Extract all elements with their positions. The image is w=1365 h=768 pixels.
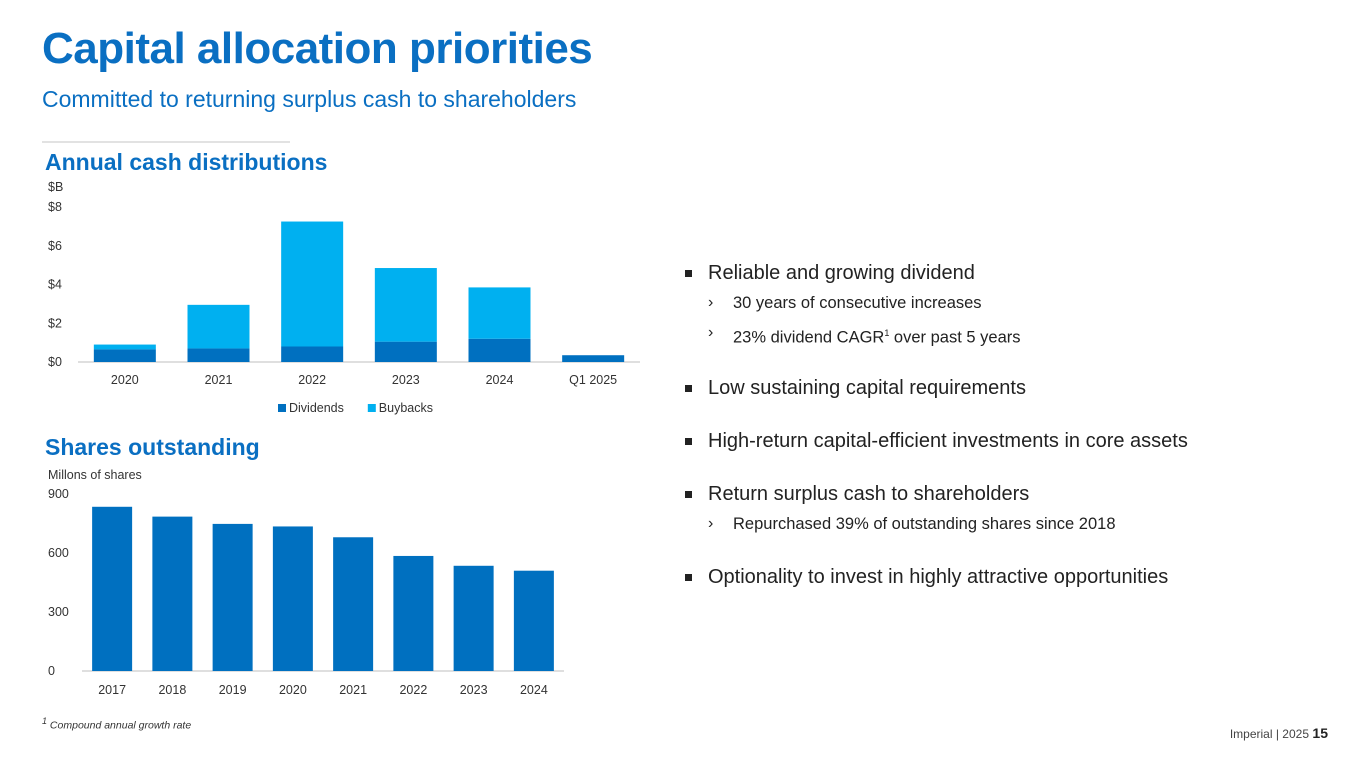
footnote-marker: 1 — [884, 328, 890, 338]
bullet-investments: High-return capital-efficient investment… — [683, 426, 1323, 456]
sub-bullet-cagr: › 23% dividend CAGR1 over past 5 years — [683, 318, 1323, 353]
bullet-return-cash: Return surplus cash to shareholders — [683, 479, 1323, 509]
bar-shares — [212, 523, 253, 671]
bar-shares — [152, 516, 193, 671]
page-number: 15 — [1312, 725, 1328, 741]
bar-dividends — [562, 355, 625, 362]
y-tick-label: $4 — [48, 278, 62, 292]
priorities-list: Reliable and growing dividend › 30 years… — [683, 258, 1323, 592]
cash-chart-unit: $B — [48, 180, 64, 194]
bar-buybacks — [93, 344, 156, 350]
bar-dividends — [468, 338, 531, 362]
y-tick-label: $2 — [48, 316, 62, 330]
bar-shares — [272, 526, 313, 671]
bar-dividends — [93, 349, 156, 362]
bullet-sustaining-capital: Low sustaining capital requirements — [683, 373, 1323, 403]
footnote: 1 Compound annual growth rate — [42, 716, 192, 732]
x-tick-label: Q1 2025 — [569, 373, 617, 387]
y-tick-label: 900 — [48, 487, 69, 501]
square-bullet-icon — [685, 270, 692, 277]
bar-buybacks — [374, 268, 437, 342]
bar-shares — [453, 565, 494, 671]
x-tick-label: 2017 — [98, 683, 126, 697]
cash-distributions-chart: $0 $2 $4 $6 $8 2020 2021 2022 2023 2024 Q1 2025 Div… — [48, 200, 640, 415]
footer-text: Imperial | 2025 — [1229, 727, 1309, 741]
sub-bullet-repurchased: › Repurchased 39% of outstanding shares … — [683, 509, 1323, 539]
square-bullet-icon — [685, 437, 692, 445]
square-bullet-icon — [685, 490, 692, 498]
y-tick-label: $6 — [48, 239, 62, 253]
legend-label-dividends: Dividends — [289, 401, 344, 415]
square-bullet-icon — [685, 384, 692, 392]
y-tick-label: 600 — [48, 546, 69, 560]
bar-dividends — [187, 348, 250, 362]
legend-swatch-buybacks — [367, 404, 376, 412]
chevron-right-icon: › — [708, 324, 714, 341]
x-tick-label: 2022 — [298, 373, 326, 387]
bar-shares — [92, 506, 133, 671]
bar-shares — [393, 555, 434, 671]
bar-buybacks — [187, 304, 250, 349]
bullet-optionality: Optionality to invest in highly attracti… — [683, 562, 1323, 592]
bar-dividends — [281, 346, 344, 362]
bar-shares — [333, 537, 374, 671]
shares-chart-unit: Millons of shares — [48, 468, 142, 482]
bar-dividends — [374, 341, 437, 362]
x-tick-label: 2021 — [205, 373, 233, 387]
bar-buybacks — [468, 287, 531, 339]
chevron-right-icon: › — [708, 514, 714, 532]
x-tick-label: 2023 — [392, 373, 420, 387]
x-tick-label: 2020 — [279, 683, 307, 697]
chevron-right-icon: › — [708, 294, 714, 311]
title-divider — [42, 141, 290, 143]
page-subtitle: Committed to returning surplus cash to s… — [42, 86, 577, 112]
page-title: Capital allocation priorities — [42, 24, 593, 73]
shares-chart-title: Shares outstanding — [45, 434, 260, 460]
y-tick-label: $0 — [48, 355, 62, 369]
legend-swatch-dividends — [278, 404, 286, 412]
x-tick-label: 2020 — [111, 373, 139, 387]
x-tick-label: 2022 — [399, 683, 427, 697]
x-tick-label: 2024 — [520, 683, 548, 697]
bar-buybacks — [281, 221, 344, 347]
x-tick-label: 2019 — [219, 683, 247, 697]
square-bullet-icon — [685, 573, 692, 581]
sub-bullet-increases: › 30 years of consecutive increases — [683, 288, 1323, 318]
legend-label-buybacks: Buybacks — [379, 401, 433, 415]
bullet-dividend: Reliable and growing dividend — [683, 258, 1323, 288]
bar-shares — [513, 570, 554, 671]
x-tick-label: 2024 — [486, 373, 514, 387]
y-tick-label: $8 — [48, 200, 62, 214]
cash-chart-title: Annual cash distributions — [45, 149, 328, 175]
x-tick-label: 2018 — [158, 683, 186, 697]
shares-outstanding-chart: 0 300 600 900 2017 2018 2019 2020 2021 2022 2023 20… — [48, 487, 564, 697]
y-tick-label: 0 — [48, 664, 55, 678]
x-tick-label: 2021 — [339, 683, 367, 697]
y-tick-label: 300 — [48, 605, 69, 619]
x-tick-label: 2023 — [460, 683, 488, 697]
